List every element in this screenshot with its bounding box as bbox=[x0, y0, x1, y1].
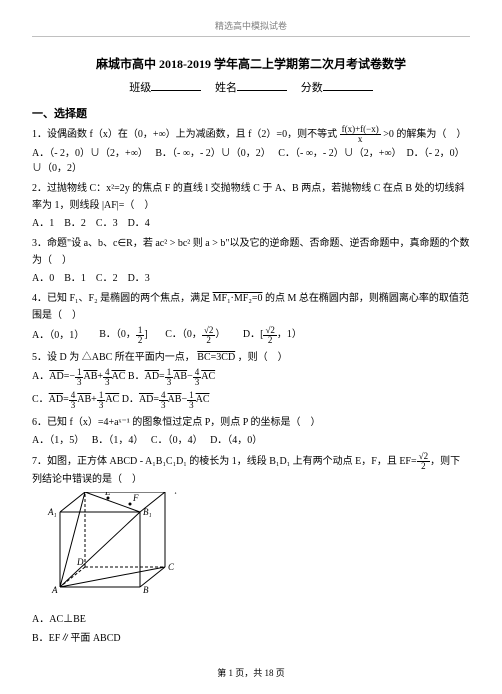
q4-opt-c: C．（0，√22） bbox=[165, 329, 228, 340]
question-2: 2．过抛物线 C：x²=2y 的焦点 F 的直线 l 交抛物线 C 于 A、B … bbox=[32, 180, 470, 214]
q1-opt-a: A．（- 2，0）∪（2，+∞） bbox=[32, 148, 148, 159]
question-3-options: A．0 B．1 C．2 D．3 bbox=[32, 271, 470, 286]
q4-opt-b: B．（0，12] bbox=[99, 329, 150, 340]
q1-fraction: f(x)+f(−x) x bbox=[340, 125, 381, 144]
q4-opt-a: A．（0，1） bbox=[32, 329, 84, 340]
question-5-options: A．AD=−13AB+43AC B．AD=13AB−43AC bbox=[32, 368, 470, 387]
q4-opt-d: D．[√22，1） bbox=[243, 329, 302, 340]
label-score: 分数 bbox=[301, 82, 323, 94]
svg-text:E: E bbox=[104, 492, 111, 497]
q6-text: 6．已知 f（x）=4+aˣ⁻¹ 的图象恒过定点 P，则点 P 的坐标是（ ） bbox=[32, 417, 320, 428]
exam-page: 精选高中模拟试卷 麻城市高中 2018-2019 学年高二上学期第二次月考试卷数… bbox=[0, 0, 502, 694]
q6-opt-d: D．（4，0） bbox=[210, 435, 262, 446]
q5-opt-c: C．AD=43AB+13AC bbox=[32, 394, 122, 405]
question-3: 3．命题"设 a、b、c∈R，若 ac² > bc² 则 a > b"以及它的逆… bbox=[32, 235, 470, 269]
q6-opt-c: C．（0，4） bbox=[151, 435, 203, 446]
q3-opt-a: A．0 bbox=[32, 273, 54, 284]
section-1-heading: 一、选择题 bbox=[32, 106, 470, 123]
q7-text: 7．如图，正方体 ABCD - A₁B₁C₁D₁ 的棱长为 1，线段 B₁D₁ … bbox=[32, 455, 417, 466]
exam-title: 麻城市高中 2018-2019 学年高二上学期第二次月考试卷数学 bbox=[32, 55, 470, 73]
svg-text:B₁: B₁ bbox=[143, 507, 152, 517]
svg-text:C₁: C₁ bbox=[168, 492, 177, 494]
q7-opt-a: A．AC⊥BE bbox=[32, 611, 470, 628]
q2-text: 2．过抛物线 C：x²=2y 的焦点 F 的直线 l 交抛物线 C 于 A、B … bbox=[32, 183, 465, 211]
blank-name bbox=[237, 79, 287, 91]
question-1: 1．设偶函数 f（x）在（0，+∞）上为减函数，且 f（2）=0，则不等式 f(… bbox=[32, 125, 470, 144]
svg-text:B: B bbox=[143, 585, 149, 595]
question-6-options: A．（1，5） B．（1，4） C．（0，4） D．（4，0） bbox=[32, 433, 470, 448]
blank-class bbox=[151, 79, 201, 91]
svg-text:A₁: A₁ bbox=[47, 507, 57, 517]
page-footer: 第 1 页，共 18 页 bbox=[0, 667, 502, 681]
q1-opt-c: C．（- ∞，- 2）∪（2，+∞） bbox=[278, 148, 401, 159]
q1-opt-b: B．（- ∞，- 2）∪（0，2） bbox=[155, 148, 270, 159]
q5-cond: BC=3CD bbox=[197, 352, 235, 363]
q6-opt-a: A．（1，5） bbox=[32, 435, 84, 446]
svg-text:F: F bbox=[132, 493, 139, 503]
question-4-options: A．（0，1） B．（0，12] C．（0，√22） D．[√22，1） bbox=[32, 326, 470, 345]
cube-svg: ABCDA₁B₁C₁D₁EF bbox=[40, 492, 190, 602]
header-label: 精选高中模拟试卷 bbox=[32, 20, 470, 37]
question-4: 4．已知 F₁、F₂ 是椭圆的两个焦点，满足 MF₁·MF₂=0 的点 M 总在… bbox=[32, 290, 470, 324]
question-5-options-2: C．AD=43AB+13AC D．AD=43AB−13AC bbox=[32, 391, 470, 410]
q4-text: 4．已知 F₁、F₂ 是椭圆的两个焦点，满足 bbox=[32, 293, 210, 304]
q3-opt-d: D．3 bbox=[128, 273, 150, 284]
q5-opt-d: D．AD=43AB−13AC bbox=[122, 394, 210, 405]
q5-opt-a: A．AD=−13AB+43AC bbox=[32, 371, 128, 382]
exam-subtitle: 班级 姓名 分数 bbox=[32, 79, 470, 97]
q4-cond: MF₁·MF₂=0 bbox=[213, 293, 263, 304]
q6-opt-b: B．（1，4） bbox=[92, 435, 144, 446]
question-2-options: A．1 B．2 C．3 D．4 bbox=[32, 216, 470, 231]
q1-text: 1．设偶函数 f（x）在（0，+∞）上为减函数，且 f（2）=0，则不等式 bbox=[32, 128, 337, 139]
q2-opt-c: C．3 bbox=[96, 218, 118, 229]
q3-opt-b: B．1 bbox=[64, 273, 86, 284]
svg-text:A: A bbox=[51, 585, 58, 595]
svg-text:C: C bbox=[168, 562, 175, 572]
q3-text: 3．命题"设 a、b、c∈R，若 ac² > bc² 则 a > b"以及它的逆… bbox=[32, 238, 469, 266]
question-6: 6．已知 f（x）=4+aˣ⁻¹ 的图象恒过定点 P，则点 P 的坐标是（ ） bbox=[32, 414, 470, 431]
label-name: 姓名 bbox=[215, 82, 237, 94]
q5-text: 5．设 D 为 △ABC 所在平面内一点， bbox=[32, 352, 195, 363]
q2-opt-b: B．2 bbox=[64, 218, 86, 229]
question-7: 7．如图，正方体 ABCD - A₁B₁C₁D₁ 的棱长为 1，线段 B₁D₁ … bbox=[32, 452, 470, 488]
q5-tail: ，则（ ） bbox=[238, 352, 288, 363]
cube-figure: ABCDA₁B₁C₁D₁EF bbox=[40, 492, 470, 607]
q2-opt-a: A．1 bbox=[32, 218, 54, 229]
blank-score bbox=[323, 79, 373, 91]
question-1-options: A．（- 2，0）∪（2，+∞） B．（- ∞，- 2）∪（0，2） C．（- … bbox=[32, 146, 470, 176]
q5-opt-b: B．AD=13AB−43AC bbox=[128, 371, 215, 382]
q7-opt-b: B．EF∥平面 ABCD bbox=[32, 630, 470, 647]
label-class: 班级 bbox=[129, 82, 151, 94]
q3-opt-c: C．2 bbox=[96, 273, 118, 284]
svg-text:D: D bbox=[76, 557, 84, 567]
question-5: 5．设 D 为 △ABC 所在平面内一点， BC=3CD ，则（ ） bbox=[32, 349, 470, 366]
q2-opt-d: D．4 bbox=[128, 218, 150, 229]
q1-tail: >0 的解集为（ ） bbox=[383, 128, 466, 139]
